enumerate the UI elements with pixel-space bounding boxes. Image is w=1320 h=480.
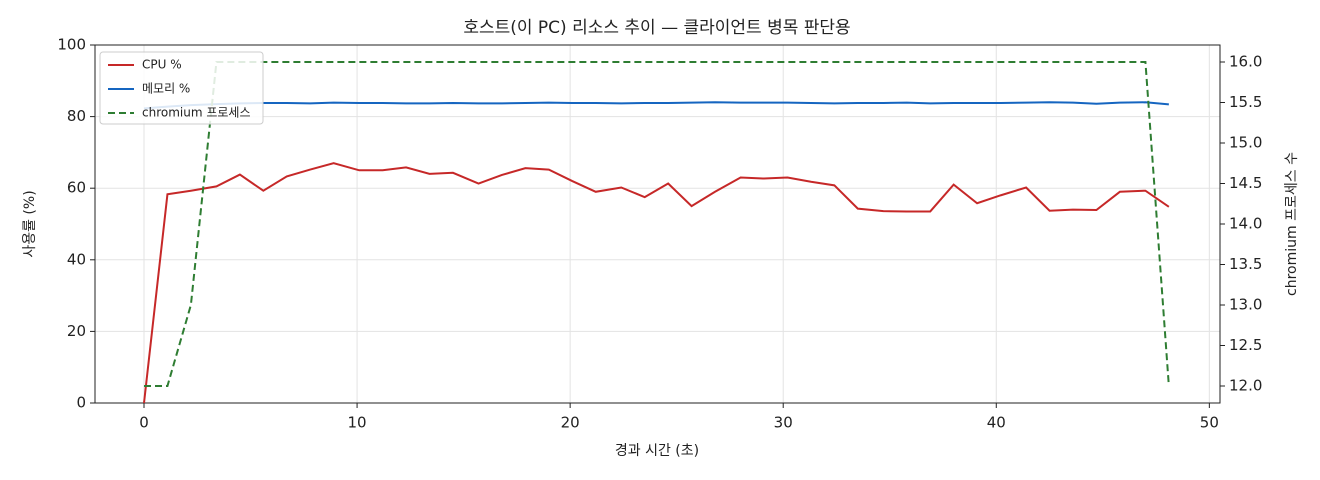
y-tick-label: 0 [76,394,86,412]
y-tick-label: 100 [57,36,86,54]
y2-tick-label: 15.5 [1229,93,1262,111]
y2-tick-label: 13.0 [1229,295,1262,313]
legend-box [99,51,264,125]
legend-label: CPU % [142,58,182,72]
x-tick-label: 0 [139,414,149,432]
chart-title: 호스트(이 PC) 리소스 추이 — 클라이언트 병목 판단용 [463,18,850,38]
x-tick-label: 10 [348,414,367,432]
y2-tick-label: 13.5 [1229,255,1262,273]
y-tick-label: 60 [67,179,86,197]
x-tick-label: 40 [987,414,1006,432]
y2-tick-label: 14.0 [1229,215,1262,233]
y-tick-label: 20 [67,322,86,340]
plot-frame [94,44,1221,404]
x-tick-label: 20 [561,414,580,432]
y-tick-label: 80 [67,107,86,125]
y2-tick-label: 15.0 [1229,134,1262,152]
y2-tick-label: 14.5 [1229,174,1262,192]
y-tick-label: 40 [67,250,86,268]
x-tick-label: 30 [774,414,793,432]
y-axis-label: 사용률 (%) [22,190,38,257]
series-line [143,162,1170,404]
legend-label: 메모리 % [142,82,190,96]
y2-tick-label: 12.5 [1229,336,1262,354]
legend-label: chromium 프로세스 [142,106,251,120]
y2-tick-label: 16.0 [1229,53,1262,71]
x-axis-label: 경과 시간 (초) [615,443,699,459]
y2-tick-label: 12.0 [1229,376,1262,394]
y2-axis-label: chromium 프로세스 수 [1284,152,1300,296]
series-line [143,101,1169,110]
series-line [144,61,1170,387]
x-tick-label: 50 [1200,414,1219,432]
